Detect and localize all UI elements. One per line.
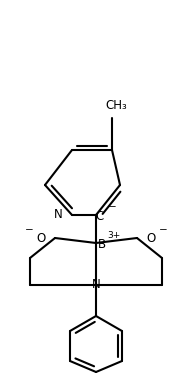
- Text: O: O: [146, 232, 156, 245]
- Text: −: −: [108, 202, 116, 212]
- Text: O: O: [36, 232, 46, 245]
- Text: C: C: [96, 210, 104, 223]
- Text: −: −: [159, 225, 167, 235]
- Text: 3+: 3+: [107, 231, 121, 240]
- Text: −: −: [25, 225, 33, 235]
- Text: CH₃: CH₃: [105, 99, 127, 112]
- Text: B: B: [98, 237, 106, 250]
- Text: N: N: [92, 279, 100, 291]
- Text: N: N: [54, 208, 62, 221]
